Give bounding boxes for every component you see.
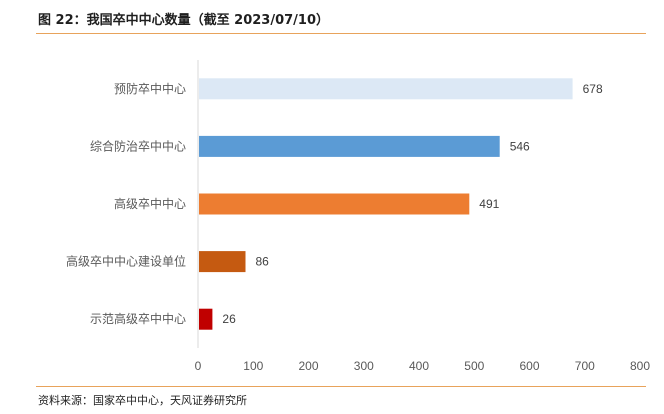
data-label: 491 — [479, 197, 499, 211]
category-label: 示范高级卒中中心 — [90, 311, 186, 326]
data-label: 86 — [256, 255, 270, 269]
data-label: 546 — [510, 139, 530, 153]
bar-1 — [199, 78, 573, 100]
x-tick-label: 200 — [298, 359, 318, 373]
x-tick-label: 700 — [575, 359, 595, 373]
x-tick-label: 500 — [464, 359, 484, 373]
data-label: 678 — [583, 82, 603, 96]
category-label: 高级卒中中心 — [114, 196, 186, 211]
bar-2 — [199, 135, 500, 157]
x-tick-label: 400 — [409, 359, 429, 373]
data-labels-group: 678 546 491 86 26 — [222, 82, 603, 326]
source-divider — [36, 386, 646, 387]
x-tick-label: 0 — [195, 359, 202, 373]
category-label: 高级卒中中心建设单位 — [66, 254, 186, 269]
x-tick-label: 300 — [354, 359, 374, 373]
category-label: 预防卒中中心 — [114, 81, 186, 96]
category-label: 综合防治卒中中心 — [90, 138, 186, 153]
title-divider — [36, 33, 646, 34]
x-tick-label: 600 — [519, 359, 539, 373]
x-tick-label: 800 — [630, 359, 650, 373]
bar-4 — [199, 251, 246, 273]
bars-group — [199, 78, 573, 330]
figure-title: 图 22：我国卒中中心数量（截至 2023/07/10） — [38, 13, 330, 28]
x-tick-labels-group: 0 100 200 300 400 500 600 700 800 — [195, 359, 651, 373]
source-note: 资料来源：国家卒中中心，天风证券研究所 — [38, 394, 247, 407]
bar-3 — [199, 193, 470, 215]
bar-5 — [199, 308, 213, 330]
x-tick-label: 100 — [243, 359, 263, 373]
data-label: 26 — [222, 312, 236, 326]
